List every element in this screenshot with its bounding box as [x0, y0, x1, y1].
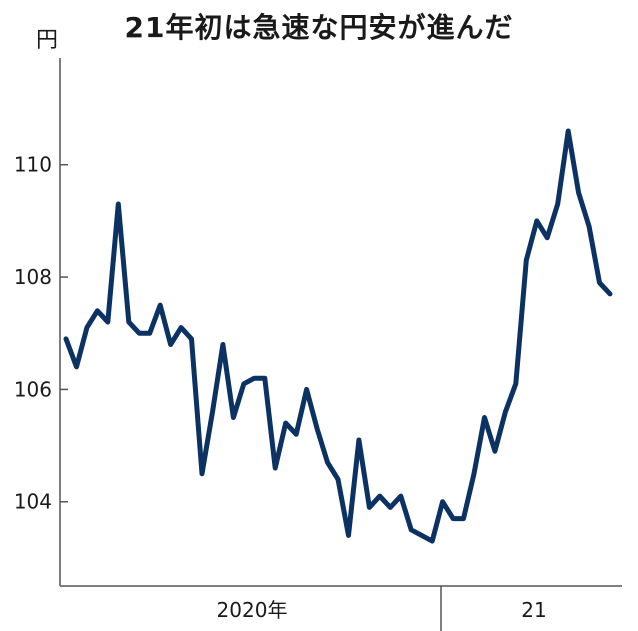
chart-title: 21年初は急速な円安が進んだ: [124, 11, 514, 44]
x-label-2020: 2020年: [217, 598, 288, 622]
y-unit-label: 円: [36, 28, 59, 53]
x-label-21: 21: [521, 598, 546, 622]
series-line: [63, 128, 613, 544]
y-tick-label: 110: [14, 153, 52, 177]
y-tick-label: 104: [14, 490, 52, 514]
y-tick-label: 108: [14, 265, 52, 289]
y-tick-label: 106: [14, 377, 52, 401]
